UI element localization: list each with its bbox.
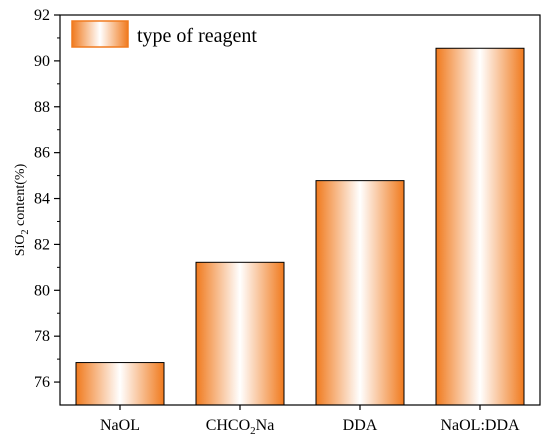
x-axis-categories: NaOL CHCO2Na DDA NaOL:DDA [100,405,520,437]
bar-naol [75,362,165,406]
bar-naol-dda [435,47,525,406]
ylabel-subscript: 2 [20,229,31,234]
x-category-label: CHCO2Na [206,417,275,437]
svg-text:SiO2 content(%): SiO2 content(%) [13,163,31,256]
x-category-label: NaOL:DDA [440,417,520,434]
y-tick-label: 80 [34,282,50,299]
x-category-label: DDA [343,417,378,434]
plot-frame [59,14,541,406]
legend: type of reagent [71,20,257,48]
y-tick-label: 78 [34,328,50,345]
y-tick-label: 90 [34,53,50,70]
y-tick-label: 88 [34,99,50,116]
y-tick-label: 86 [34,145,50,162]
y-axis-label: SiO2 content(%) [13,163,31,256]
y-tick-label: 82 [34,236,50,253]
x-category-label: NaOL [100,417,140,434]
bars [75,47,525,406]
bar-dda [315,180,405,406]
legend-swatch [71,20,129,48]
y-tick-label: 76 [34,374,50,391]
y-tick-label: 92 [34,7,50,24]
ylabel-sio-part: SiO [13,234,28,256]
ylabel-rest-part: content(%) [13,163,28,229]
legend-entry: type of reagent [137,25,257,47]
y-axis-ticks: 76 78 80 82 84 86 88 90 92 [34,7,60,391]
y-tick-label: 84 [34,191,50,208]
bar-chco2na [195,261,285,406]
